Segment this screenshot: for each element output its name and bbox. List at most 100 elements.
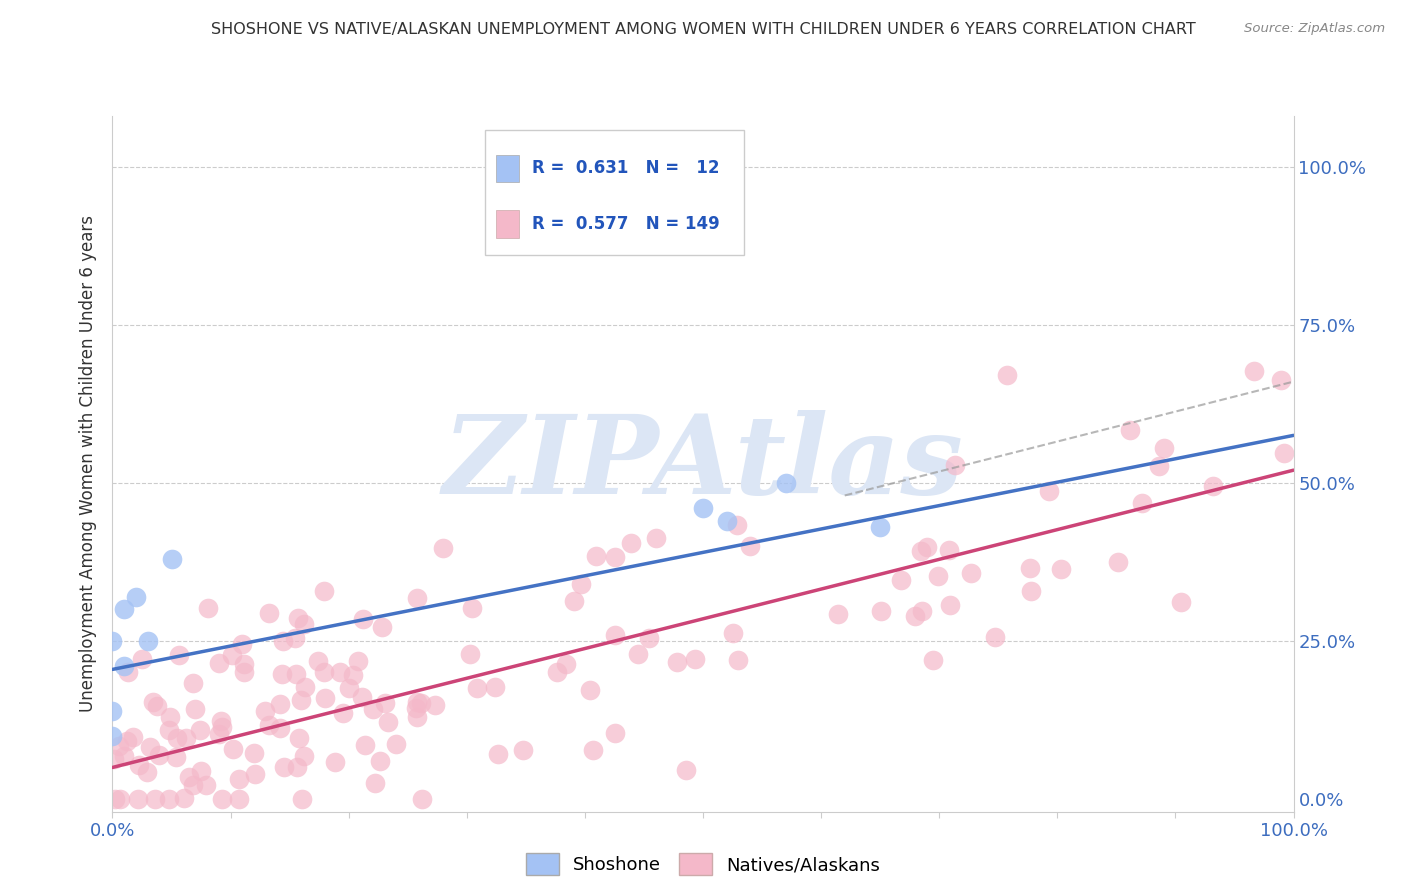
- Point: [827, 607, 849, 622]
- Point: [125, 590, 148, 604]
- Point: [361, 702, 384, 716]
- Point: [995, 368, 1018, 382]
- Point: [910, 544, 932, 558]
- Point: [115, 734, 138, 748]
- Point: [922, 653, 945, 667]
- Point: [312, 584, 335, 599]
- Point: [117, 665, 139, 679]
- Point: [904, 609, 927, 624]
- Point: [271, 634, 294, 648]
- Point: [603, 550, 626, 565]
- Point: [183, 702, 205, 716]
- Point: [370, 620, 392, 634]
- Point: [738, 539, 761, 553]
- Bar: [496, 211, 519, 238]
- Point: [890, 574, 912, 588]
- Point: [173, 791, 195, 805]
- Point: [287, 611, 309, 625]
- Point: [101, 634, 124, 648]
- Point: [112, 749, 135, 764]
- Point: [1272, 446, 1295, 460]
- Point: [112, 659, 135, 673]
- Point: [128, 757, 150, 772]
- Point: [221, 648, 243, 662]
- Point: [148, 748, 170, 763]
- Point: [716, 514, 738, 528]
- Point: [869, 520, 891, 534]
- Point: [1130, 496, 1153, 510]
- Point: [159, 710, 181, 724]
- Point: [307, 654, 329, 668]
- Point: [432, 541, 454, 555]
- Point: [405, 696, 427, 710]
- Point: [1170, 595, 1192, 609]
- Point: [692, 501, 714, 516]
- Point: [605, 628, 627, 642]
- Text: R =  0.577   N = 149: R = 0.577 N = 149: [531, 215, 720, 233]
- Point: [243, 767, 266, 781]
- Point: [131, 652, 153, 666]
- Point: [512, 743, 534, 757]
- Point: [110, 792, 132, 806]
- Point: [585, 549, 607, 563]
- Point: [166, 731, 188, 745]
- Point: [181, 778, 204, 792]
- Point: [578, 683, 600, 698]
- Text: ZIPAtlas: ZIPAtlas: [443, 410, 963, 517]
- Point: [145, 792, 167, 806]
- Point: [188, 723, 211, 737]
- Point: [484, 680, 506, 694]
- Point: [222, 741, 245, 756]
- Point: [569, 577, 592, 591]
- Text: R =  0.631   N =   12: R = 0.631 N = 12: [531, 159, 720, 178]
- Point: [460, 601, 482, 615]
- Point: [329, 665, 352, 679]
- Point: [1019, 584, 1042, 599]
- Legend: Shoshone, Natives/Alaskans: Shoshone, Natives/Alaskans: [519, 847, 887, 883]
- Point: [228, 792, 250, 806]
- Point: [1050, 562, 1073, 576]
- Point: [425, 698, 447, 712]
- Point: [665, 655, 688, 669]
- Point: [1019, 560, 1042, 574]
- Point: [645, 531, 668, 545]
- Point: [253, 704, 276, 718]
- Point: [273, 759, 295, 773]
- Point: [101, 729, 124, 743]
- Point: [721, 626, 744, 640]
- Point: [159, 723, 181, 737]
- Point: [167, 648, 190, 662]
- Text: SHOSHONE VS NATIVE/ALASKAN UNEMPLOYMENT AMONG WOMEN WITH CHILDREN UNDER 6 YEARS : SHOSHONE VS NATIVE/ALASKAN UNEMPLOYMENT …: [211, 22, 1195, 37]
- Point: [314, 691, 336, 706]
- Point: [135, 764, 157, 779]
- Point: [927, 568, 949, 582]
- Point: [228, 772, 250, 787]
- Point: [465, 681, 488, 695]
- Point: [122, 730, 145, 744]
- Point: [675, 763, 697, 777]
- Point: [555, 657, 578, 671]
- Point: [562, 594, 585, 608]
- Point: [332, 706, 354, 721]
- Point: [1107, 555, 1129, 569]
- Point: [364, 776, 387, 790]
- Point: [108, 739, 131, 753]
- Point: [411, 792, 433, 806]
- Point: [603, 725, 626, 739]
- Point: [146, 699, 169, 714]
- Y-axis label: Unemployment Among Women with Children Under 6 years: Unemployment Among Women with Children U…: [79, 215, 97, 713]
- Point: [174, 731, 197, 745]
- Point: [211, 720, 233, 734]
- Point: [325, 755, 347, 769]
- Text: Source: ZipAtlas.com: Source: ZipAtlas.com: [1244, 22, 1385, 36]
- Point: [104, 792, 127, 806]
- Point: [1038, 483, 1060, 498]
- Point: [211, 792, 233, 806]
- Point: [257, 718, 280, 732]
- Point: [1153, 442, 1175, 456]
- Point: [209, 714, 232, 728]
- Point: [232, 657, 254, 671]
- Point: [627, 648, 650, 662]
- Point: [294, 616, 316, 631]
- Point: [284, 631, 307, 645]
